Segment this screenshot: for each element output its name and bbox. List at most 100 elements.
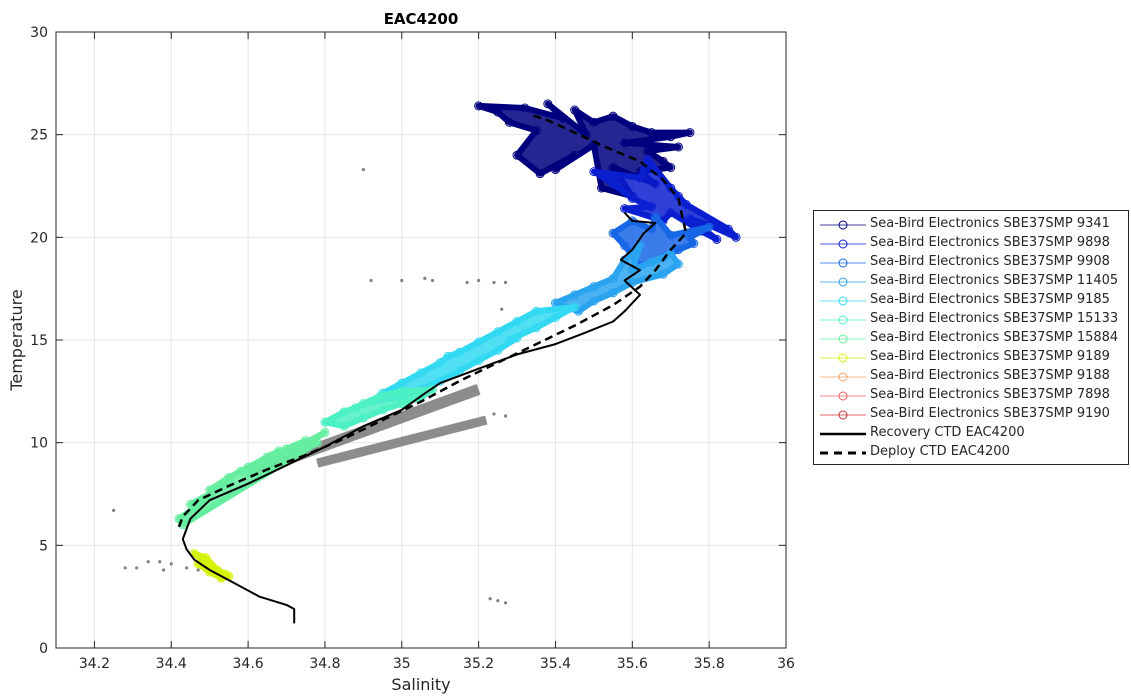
data-point — [635, 173, 645, 183]
legend-entry: Deploy CTD EAC4200 — [814, 443, 1128, 462]
data-point — [570, 150, 580, 160]
legend-label: Recovery CTD EAC4200 — [870, 425, 1025, 440]
flagged-point — [161, 568, 166, 572]
legend-swatch — [820, 296, 866, 306]
data-point — [685, 128, 695, 138]
flagged-point — [503, 601, 508, 605]
data-point — [658, 269, 668, 279]
flagged-point — [185, 566, 189, 570]
series-line — [177, 112, 688, 528]
data-point — [351, 403, 361, 413]
data-point — [358, 413, 368, 423]
data-point — [647, 202, 657, 212]
data-point — [666, 132, 676, 142]
series-swath — [175, 429, 328, 528]
data-point — [474, 337, 484, 347]
flagged-point — [492, 412, 496, 416]
data-point — [550, 312, 560, 322]
legend-label: Sea-Bird Electronics SBE37SMP 9189 — [870, 349, 1110, 364]
flagged-point — [112, 508, 116, 513]
data-point — [608, 179, 618, 189]
data-point — [358, 399, 368, 409]
chart-title: EAC4200 — [384, 10, 459, 28]
data-point — [262, 452, 272, 462]
legend: Sea-Bird Electronics SBE37SMP 9341 Sea-Bi… — [813, 210, 1129, 465]
data-point — [543, 99, 553, 109]
data-point — [712, 234, 722, 244]
flagged-point — [465, 280, 469, 285]
data-point — [493, 345, 503, 355]
flagged-point — [400, 278, 404, 283]
data-point — [262, 458, 272, 468]
data-point — [589, 117, 599, 127]
data-point — [474, 356, 484, 366]
legend-entry: Sea-Bird Electronics SBE37SMP 9898 — [814, 234, 1128, 253]
data-point — [504, 117, 514, 127]
legend-swatch — [820, 432, 866, 436]
legend-label: Sea-Bird Electronics SBE37SMP 7898 — [870, 387, 1110, 402]
ticks: 34.2 34.4 34.6 34.8 35 35.2 35.4 35.6 35.8 36 0 5 10… — [30, 25, 795, 672]
data-point — [704, 222, 714, 232]
data-point — [647, 257, 657, 267]
data-point — [416, 368, 426, 378]
x-tick-label: 35.6 — [617, 656, 648, 672]
data-point — [512, 317, 522, 327]
data-point — [673, 259, 683, 269]
data-point — [443, 351, 453, 361]
data-point — [428, 384, 438, 394]
series-line — [181, 212, 657, 624]
data-point — [666, 208, 676, 218]
data-layer — [112, 99, 741, 624]
data-point — [312, 438, 322, 448]
legend-entry: Sea-Bird Electronics SBE37SMP 15884 — [814, 329, 1128, 348]
legend-label: Sea-Bird Electronics SBE37SMP 15133 — [870, 311, 1119, 326]
data-point — [597, 183, 607, 193]
data-point — [608, 273, 618, 283]
flagged-point — [196, 568, 200, 572]
data-point — [512, 150, 522, 160]
flagged-point — [158, 560, 162, 564]
data-point — [493, 107, 503, 117]
data-point — [666, 230, 676, 240]
legend-entry: Recovery CTD EAC4200 — [814, 424, 1128, 443]
x-tick-label: 34.8 — [309, 656, 340, 672]
legend-swatch — [820, 239, 866, 249]
data-point — [435, 358, 445, 368]
legend-swatch — [820, 353, 866, 363]
flagged-point — [146, 560, 150, 564]
data-point — [320, 417, 330, 427]
x-tick-label: 34.4 — [156, 656, 187, 672]
x-tick-label: 35 — [393, 656, 411, 672]
x-axis-label: Salinity — [391, 675, 450, 694]
data-point — [339, 421, 349, 431]
data-point — [666, 183, 676, 193]
data-point — [397, 386, 407, 396]
data-point — [378, 405, 388, 415]
data-point — [570, 302, 580, 312]
legend-entry: Sea-Bird Electronics SBE37SMP 9341 — [814, 215, 1128, 234]
flagged-band — [316, 415, 488, 468]
y-tick-label: 5 — [39, 538, 48, 554]
data-point — [608, 288, 618, 298]
flagged-point — [169, 562, 173, 566]
data-point — [570, 105, 580, 115]
data-point — [589, 296, 599, 306]
legend-swatch — [820, 315, 866, 325]
legend-entry: Sea-Bird Electronics SBE37SMP 15133 — [814, 310, 1128, 329]
legend-entry: Sea-Bird Electronics SBE37SMP 9908 — [814, 253, 1128, 272]
legend-label: Sea-Bird Electronics SBE37SMP 11405 — [870, 273, 1119, 288]
flagged-point — [500, 307, 504, 311]
data-point — [643, 154, 653, 164]
data-point — [620, 138, 630, 148]
flagged-point — [369, 278, 373, 283]
data-point — [620, 204, 630, 214]
y-axis-label: Temperature — [7, 289, 26, 391]
flagged-point — [492, 280, 496, 285]
data-point — [339, 407, 349, 417]
legend-swatch — [820, 391, 866, 401]
legend-entry: Sea-Bird Electronics SBE37SMP 9185 — [814, 291, 1128, 310]
data-point — [608, 228, 618, 238]
legend-label: Sea-Bird Electronics SBE37SMP 9341 — [870, 216, 1110, 231]
legend-label: Sea-Bird Electronics SBE37SMP 9908 — [870, 254, 1110, 269]
legend-entry: Sea-Bird Electronics SBE37SMP 7898 — [814, 386, 1128, 405]
